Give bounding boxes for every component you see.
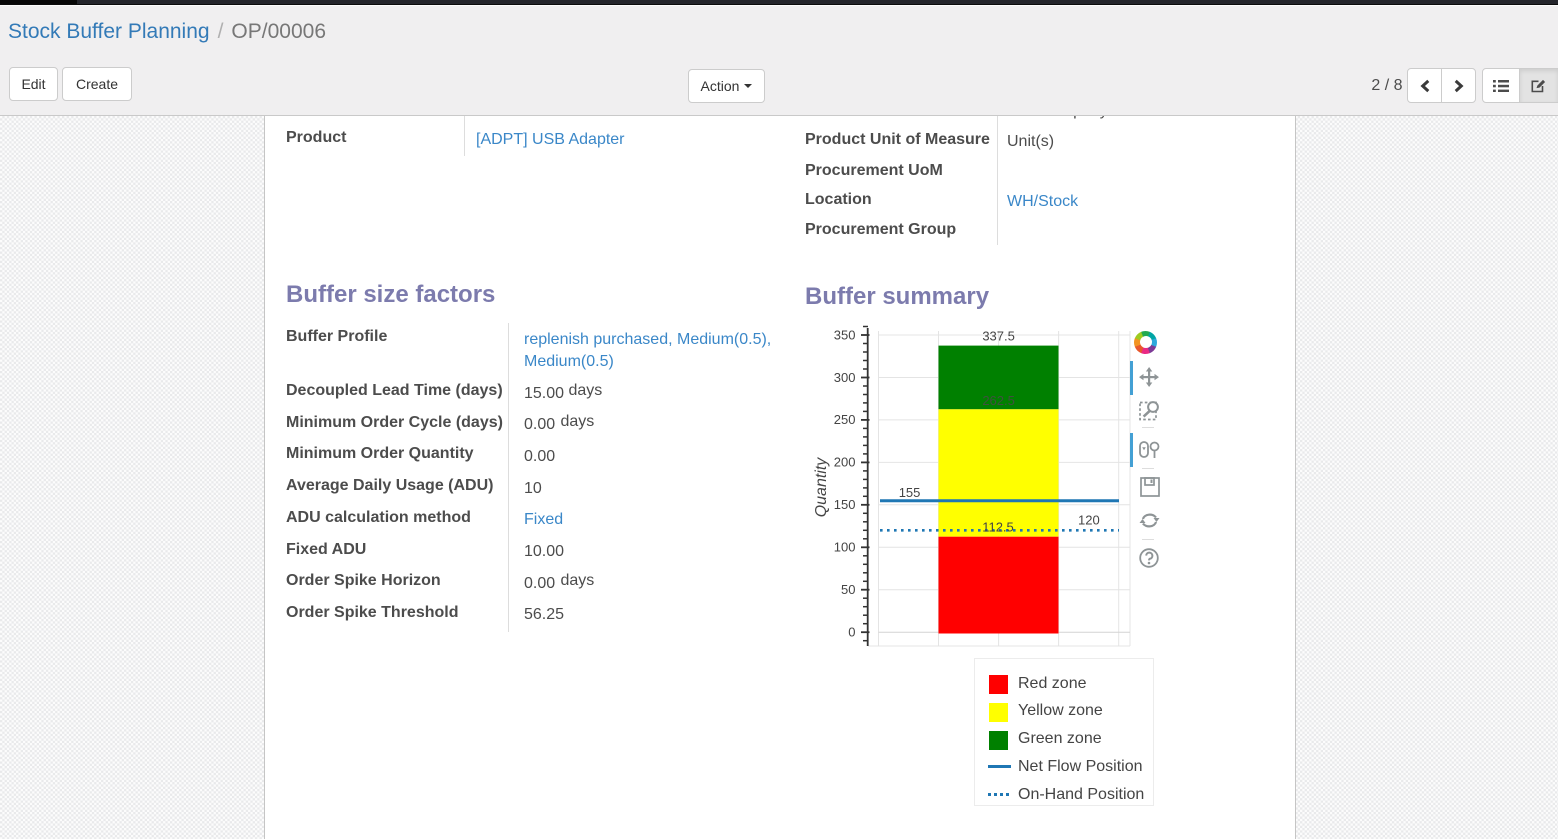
svg-text:Quantity: Quantity [813,457,830,518]
svg-text:350: 350 [834,327,856,342]
svg-text:0: 0 [848,625,855,640]
svg-text:250: 250 [834,412,856,427]
svg-text:50: 50 [841,582,855,597]
svg-text:120: 120 [1078,513,1100,528]
svg-text:200: 200 [834,455,856,470]
svg-text:300: 300 [834,370,856,385]
svg-text:337.5: 337.5 [982,328,1015,343]
svg-text:112.5: 112.5 [982,519,1014,534]
svg-text:100: 100 [834,540,856,555]
svg-text:262.5: 262.5 [982,393,1015,408]
svg-text:150: 150 [834,497,856,512]
svg-text:155: 155 [899,485,921,500]
